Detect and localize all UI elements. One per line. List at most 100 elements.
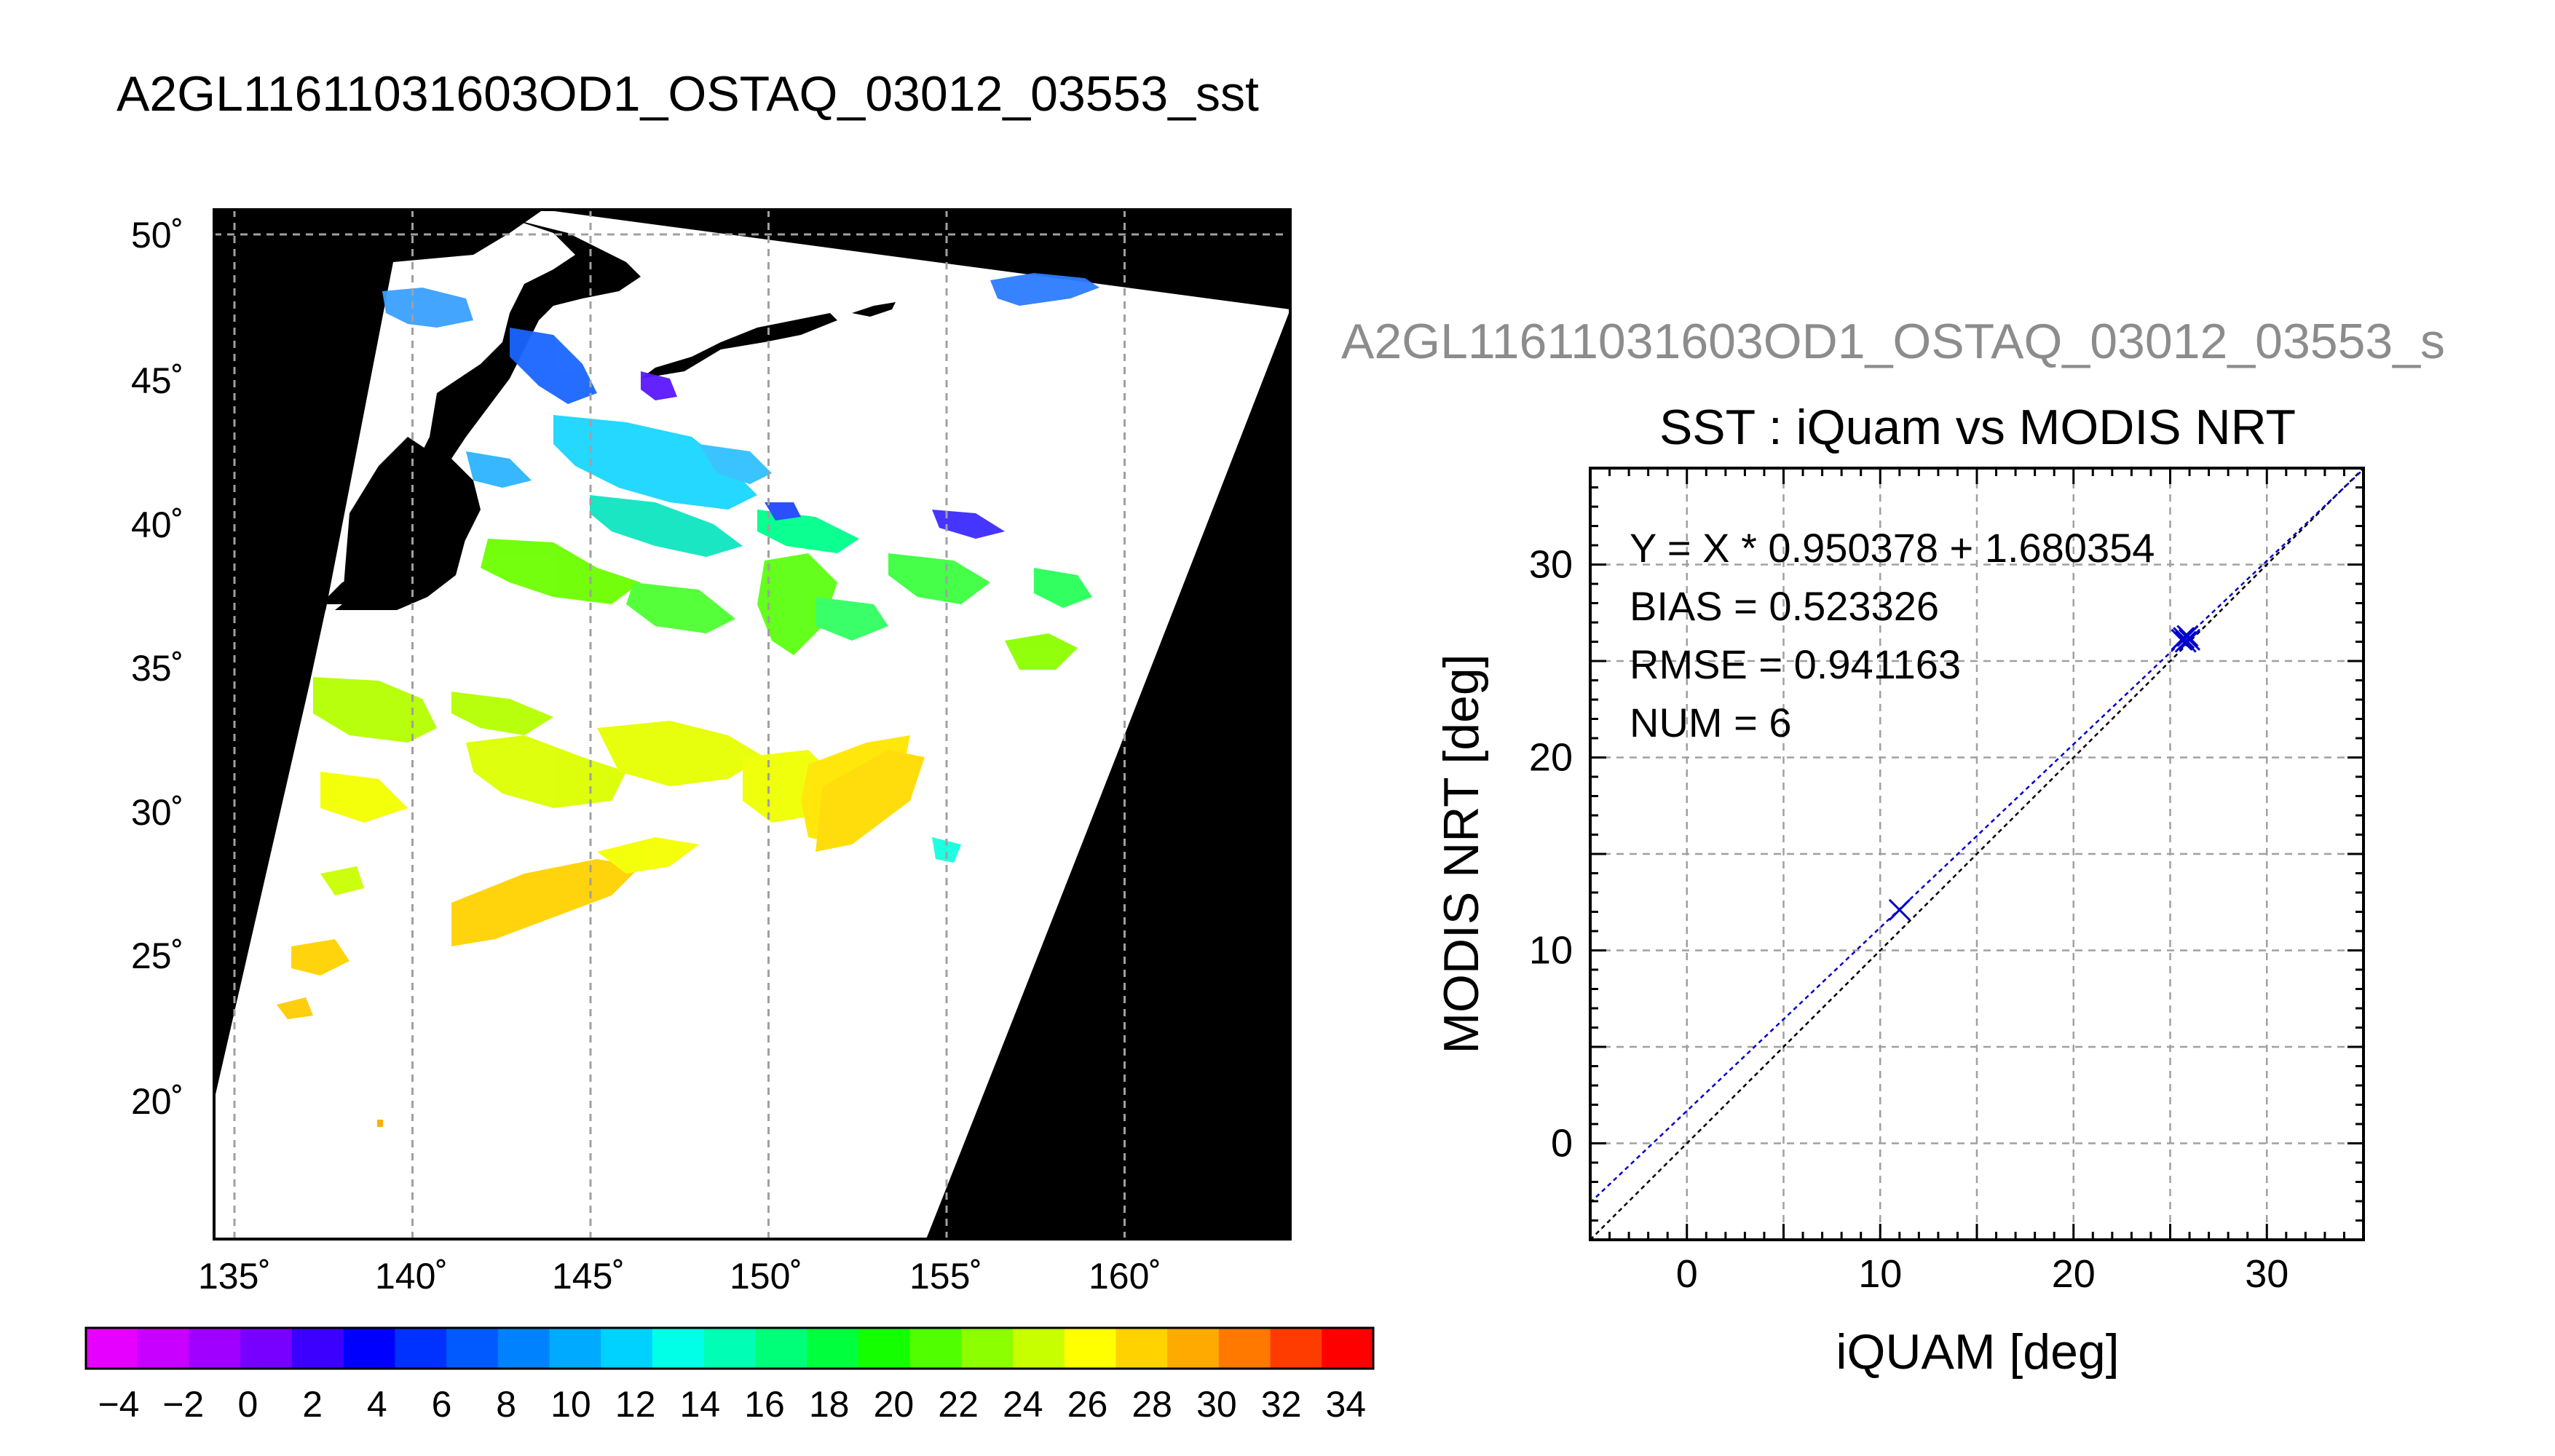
colorbar-cell (395, 1328, 447, 1369)
map-match-marker (819, 108, 840, 129)
colorbar-cell (1167, 1328, 1220, 1369)
x-tick-label: 0 (1676, 1252, 1698, 1296)
bias-stat: BIAS = 0.523326 (1630, 583, 1939, 629)
one-to-one-line (1590, 468, 2364, 1240)
scatter-file-title: A2GL11611031603OD1_OSTAQ_03012_03553_s (1341, 314, 2446, 369)
colorbar-label: 4 (367, 1384, 387, 1425)
y-tick-label: 10 (1529, 929, 1573, 973)
map-markers (230, 0, 1092, 129)
colorbar-label: −2 (162, 1384, 204, 1425)
map-match-marker (566, 36, 586, 56)
colorbar-label: 0 (237, 1384, 258, 1425)
colorbar-label: −4 (98, 1384, 139, 1425)
colorbar-cell (1115, 1328, 1168, 1369)
x-tick-label: 30 (2245, 1252, 2289, 1296)
colorbar-cell (240, 1328, 293, 1369)
x-tick-label: 20 (2052, 1252, 2096, 1296)
y-tick-label: 30 (1529, 543, 1573, 587)
scatter-plot: SST : iQuam vs MODIS NRT 0 10 20 30 0 10… (1434, 400, 2365, 1380)
fit-equation: Y = X * 0.950378 + 1.680354 (1630, 525, 2155, 571)
colorbar-cell (1218, 1328, 1271, 1369)
lat-label: 30˚ (131, 792, 183, 833)
scatter-point (2176, 625, 2199, 647)
map-frame (213, 208, 1292, 1241)
colorbar-label: 22 (938, 1384, 979, 1425)
colorbar-label: 14 (679, 1384, 720, 1425)
lon-label: 160˚ (1089, 1256, 1161, 1297)
rmse-stat: RMSE = 0.941163 (1630, 641, 1961, 687)
colorbar-cell (137, 1328, 189, 1369)
colorbar-label: 10 (550, 1384, 591, 1425)
lat-label: 25˚ (131, 935, 183, 976)
colorbar-cells (86, 1328, 1374, 1369)
colorbar-cell (1012, 1328, 1065, 1369)
colorbar-cell (1064, 1328, 1116, 1369)
scatter-point (2173, 627, 2195, 649)
land-masses (320, 218, 896, 604)
lon-label: 140˚ (375, 1256, 448, 1297)
map-match-marker (819, 108, 840, 129)
lon-label: 150˚ (730, 1256, 802, 1297)
map-match-marker (309, 85, 330, 106)
colorbar-label: 8 (496, 1384, 516, 1425)
x-tick-label: 10 (1858, 1252, 1902, 1296)
colorbar-cell (497, 1328, 550, 1369)
colorbar-label: 32 (1261, 1384, 1302, 1425)
colorbar-label: 16 (744, 1384, 785, 1425)
lat-label: 45˚ (131, 360, 183, 401)
colorbar-label: 18 (809, 1384, 850, 1425)
scatter-points (1888, 625, 2201, 921)
colorbar-cell (961, 1328, 1014, 1369)
lat-label: 50˚ (131, 215, 183, 256)
scatter-point (2178, 628, 2201, 651)
map-grid (214, 210, 1290, 1239)
y-tick-label: 0 (1551, 1122, 1573, 1166)
colorbar-cell (446, 1328, 499, 1369)
lon-label: 155˚ (909, 1256, 982, 1297)
colorbar-label: 30 (1196, 1384, 1237, 1425)
main-title: A2GL11611031603OD1_OSTAQ_03012_03553_sst (117, 66, 1259, 122)
colorbar-label: 2 (302, 1384, 323, 1425)
lon-label: 135˚ (198, 1256, 271, 1297)
fit-line (1590, 468, 2364, 1203)
x-axis-label: iQUAM [deg] (1836, 1324, 2119, 1380)
chart-title: SST : iQuam vs MODIS NRT (1659, 400, 2296, 455)
colorbar-label: 12 (615, 1384, 656, 1425)
sst-map: 50˚ 45˚ 40˚ 35˚ 30˚ 25˚ 20˚ 135˚ 140˚ 14… (131, 0, 1292, 1297)
colorbar-cell (549, 1328, 601, 1369)
colorbar-cell (858, 1328, 911, 1369)
colorbar-label: 34 (1325, 1384, 1366, 1425)
lon-label: 145˚ (552, 1256, 625, 1297)
colorbar-cell (652, 1328, 705, 1369)
colorbar-cell (909, 1328, 962, 1369)
colorbar-label: 28 (1132, 1384, 1172, 1425)
colorbar-cell (1322, 1328, 1374, 1369)
lat-label: 35˚ (131, 648, 183, 689)
scatter-point (1888, 898, 1911, 921)
colorbar-cell (189, 1328, 241, 1369)
colorbar-label: 26 (1067, 1384, 1108, 1425)
map-match-marker (566, 36, 586, 56)
colorbar-cell (807, 1328, 859, 1369)
colorbar-cell (291, 1328, 344, 1369)
scatter-point (2174, 630, 2197, 653)
colorbar-cell (703, 1328, 756, 1369)
colorbar-label: 6 (432, 1384, 452, 1425)
lat-label: 20˚ (131, 1081, 183, 1122)
num-stat: NUM = 6 (1630, 700, 1792, 745)
y-tick-label: 20 (1529, 736, 1573, 780)
colorbar-label: 20 (874, 1384, 915, 1425)
lat-label: 40˚ (131, 505, 183, 545)
colorbar-frame (84, 1326, 1375, 1370)
sst-patches (277, 273, 1099, 1127)
colorbar: −4 −2 0 2 4 6 8 10 12 14 16 18 20 22 24 26 28 30 32 34 (84, 1326, 1375, 1425)
colorbar-labels: −4 −2 0 2 4 6 8 10 12 14 16 18 20 22 24 26 28 30 32 34 (98, 1384, 1366, 1425)
y-axis-label: MODIS NRT [deg] (1434, 654, 1489, 1053)
colorbar-label: 24 (1003, 1384, 1043, 1425)
colorbar-cell (86, 1328, 138, 1369)
colorbar-cell (601, 1328, 653, 1369)
map-match-marker (309, 85, 330, 106)
colorbar-cell (343, 1328, 395, 1369)
plot-minor-ticks (1589, 467, 2365, 1241)
